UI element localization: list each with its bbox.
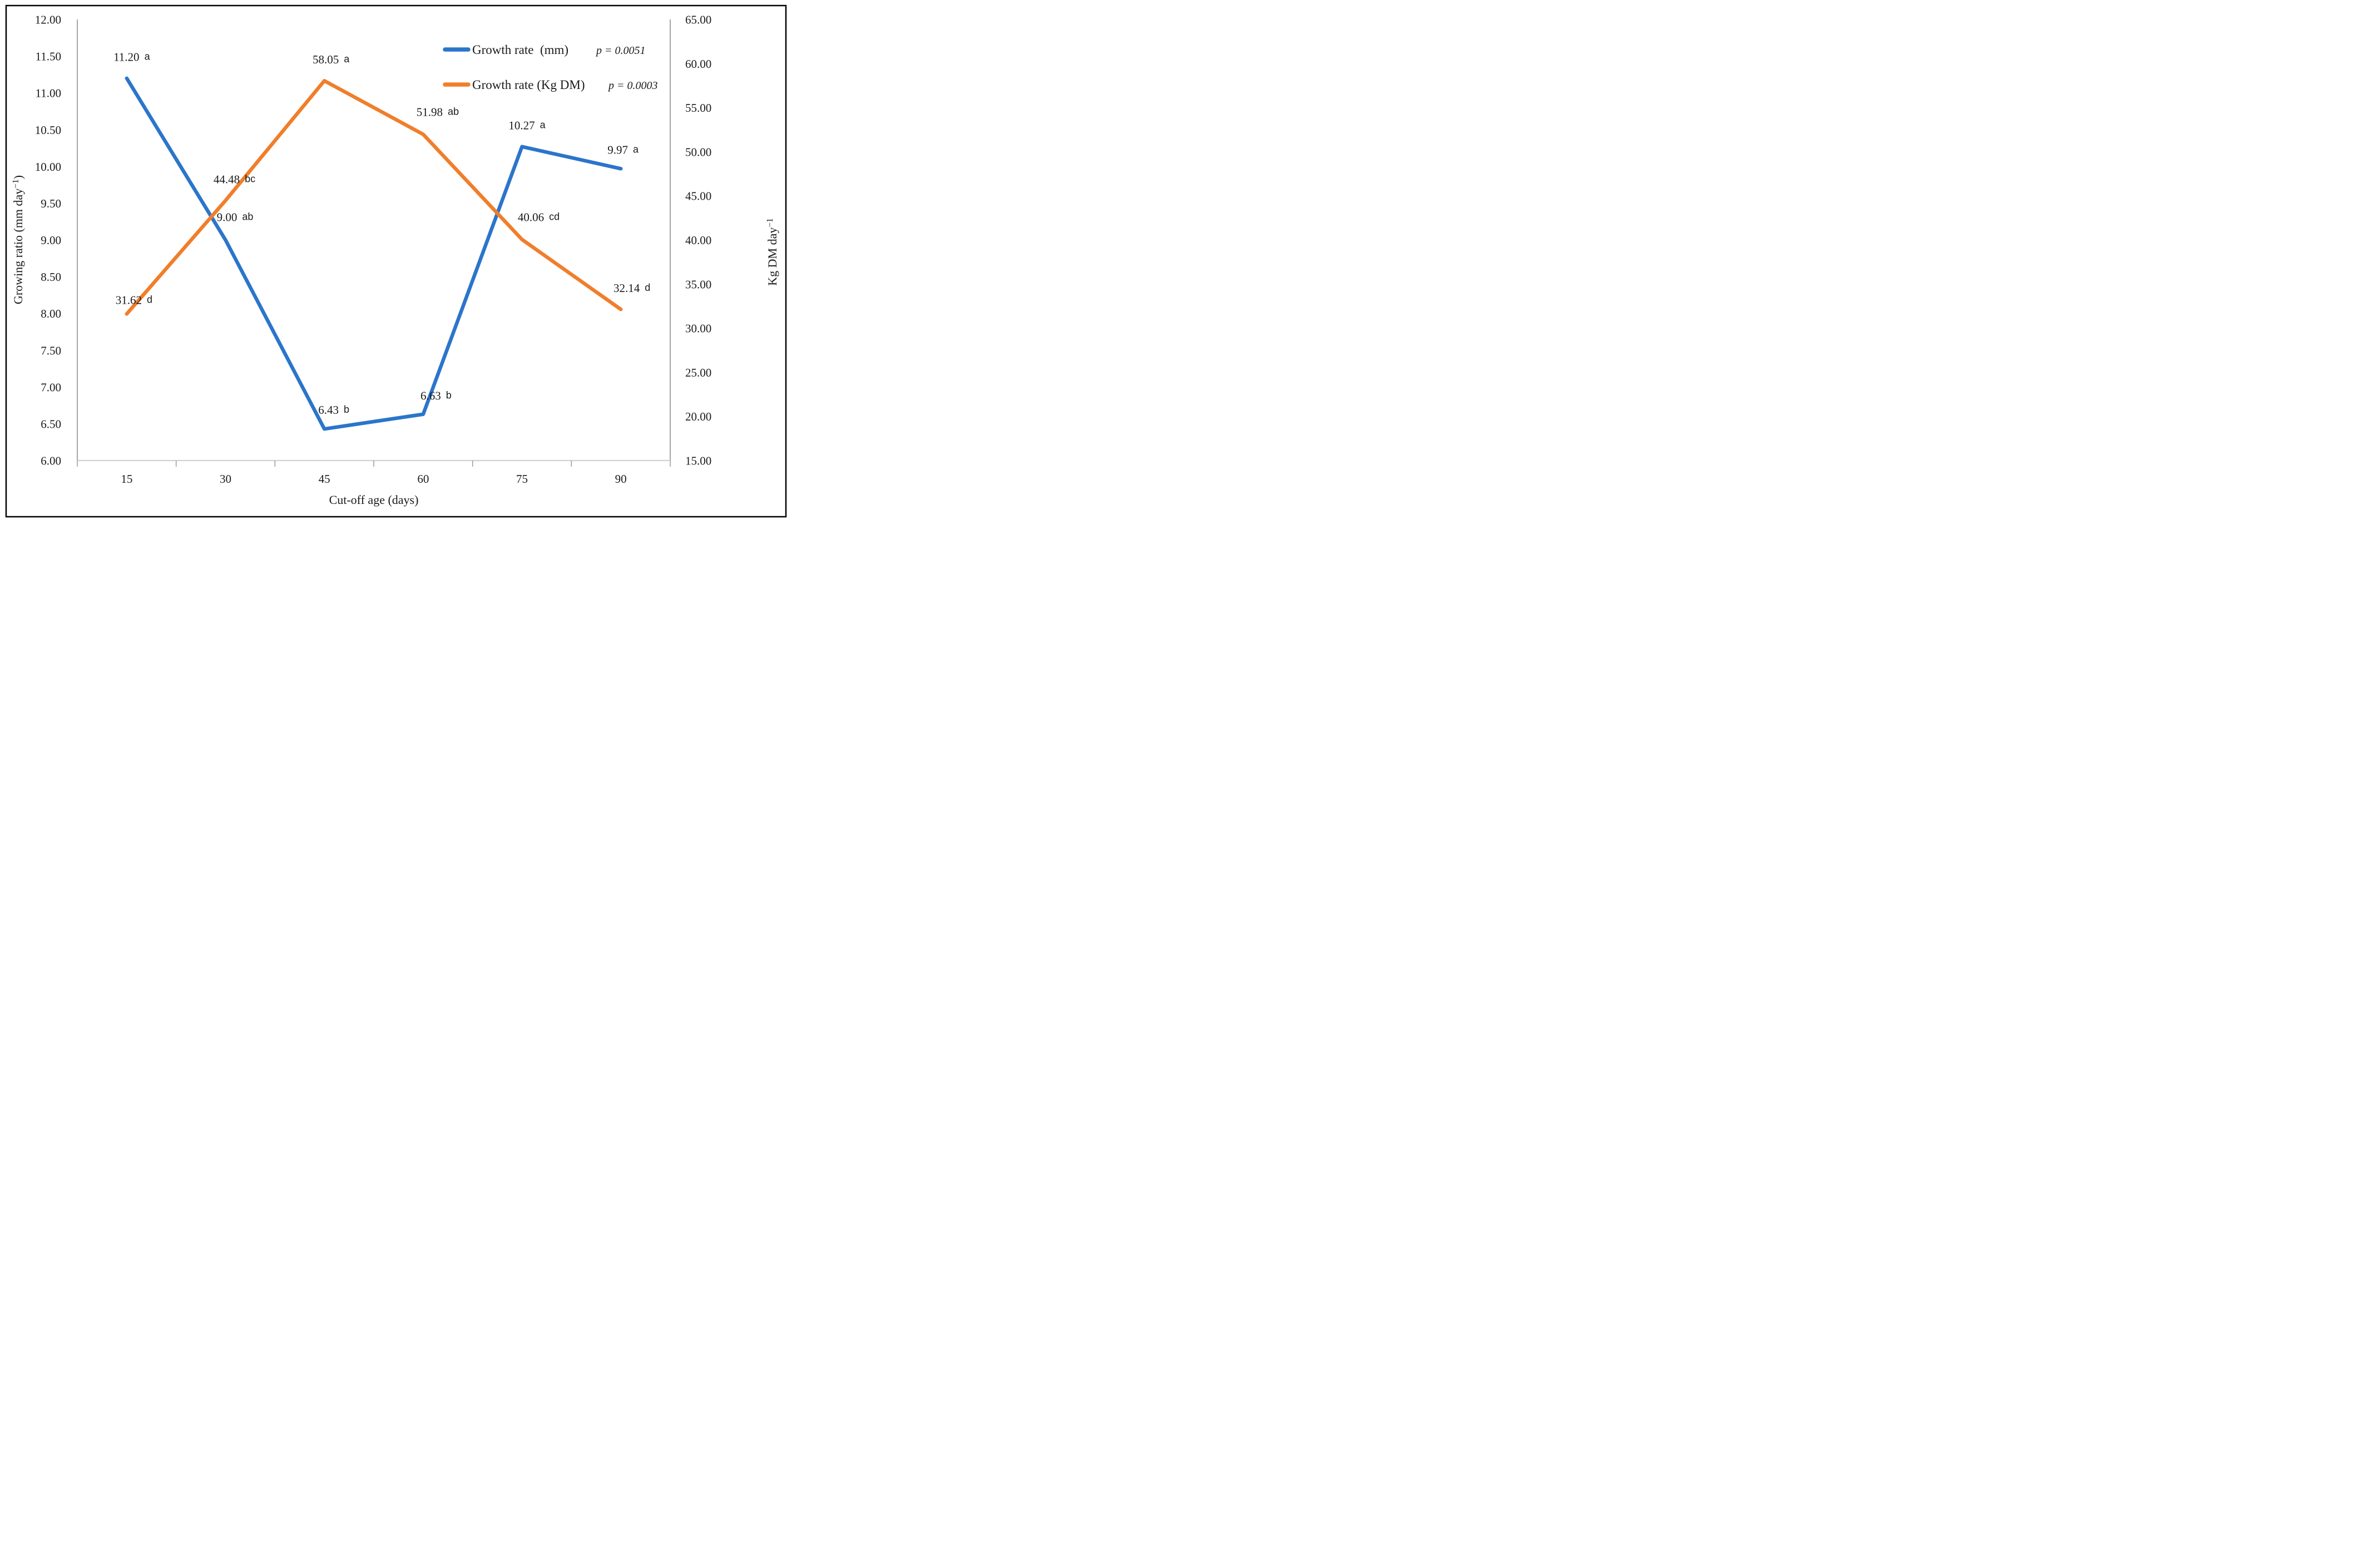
y-axis-tick-label-left: 10.00 — [35, 160, 61, 174]
y-axis-tick-label-left: 8.50 — [41, 270, 61, 284]
y-axis-tick-label-right: 35.00 — [685, 278, 711, 291]
y-axis-tick-label-left: 9.00 — [41, 234, 61, 247]
data-label: 9.00 ab — [217, 211, 254, 224]
y-axis-tick-label-left: 7.50 — [41, 344, 61, 357]
y-axis-tick-label-right: 65.00 — [685, 13, 711, 27]
y-axis-tick-label-left: 8.00 — [41, 307, 61, 320]
y-axis-tick-label-right: 50.00 — [685, 145, 711, 159]
data-label: 32.14 d — [613, 281, 650, 295]
data-label: 6.43 b — [318, 403, 349, 417]
y-axis-tick-label-right: 30.00 — [685, 322, 711, 335]
x-axis-tick-label: 30 — [220, 472, 231, 486]
y-axis-tick-label-right: 45.00 — [685, 190, 711, 203]
y-axis-tick-label-left: 6.50 — [41, 417, 61, 431]
data-label: 6.63 b — [420, 389, 452, 403]
y-axis-title-right: Kg DM day−1 — [765, 218, 779, 286]
y-axis-tick-label-right: 60.00 — [685, 57, 711, 71]
x-axis-tick-label: 90 — [615, 472, 627, 486]
axes-layer: 12.00 11.50 11.00 10.50 10.00 9.50 9.00 8.50 8.0… — [35, 13, 712, 486]
y-axis-title-left: Growing ratio (mm day−1) — [11, 175, 25, 304]
series-line-mm — [125, 76, 623, 431]
y-axis-tick-label-left: 12.00 — [35, 13, 61, 27]
y-axis-tick-label-left: 10.50 — [35, 123, 61, 137]
legend-p-value: p = 0.0003 — [607, 80, 658, 92]
y-axis-tick-label-right: 20.00 — [685, 410, 711, 423]
data-labels-layer: 11.20 a 9.00 ab 6.43 b 6.63 b 10.27 a 9.97 a 31.62 d 4… — [113, 51, 650, 417]
x-axis-tick-label: 15 — [121, 472, 132, 486]
x-axis-title: Cut-off age (days) — [329, 493, 419, 507]
x-axis-tick-label: 60 — [417, 472, 429, 486]
y-axis-tick-label-left: 6.00 — [41, 454, 61, 468]
data-label: 11.20 a — [113, 51, 150, 64]
legend-label: Growth rate (Kg DM) — [472, 78, 585, 92]
y-axis-tick-label-right: 15.00 — [685, 454, 711, 468]
series-layer — [125, 76, 623, 431]
figure: 12.00 11.50 11.00 10.50 10.00 9.50 9.00 8.50 8.0… — [0, 0, 792, 523]
y-axis-tick-label-right: 55.00 — [685, 101, 711, 115]
legend: Growth rate (mm) p = 0.0051 Growth rate (K… — [443, 43, 658, 92]
y-axis-tick-label-right: 40.00 — [685, 234, 711, 247]
y-axis-tick-label-left: 11.00 — [36, 87, 61, 100]
data-label: 44.48 bc — [214, 172, 255, 186]
legend-p-value: p = 0.0051 — [595, 44, 646, 57]
data-label: 9.97 a — [607, 143, 639, 156]
y-axis-tick-label-left: 11.50 — [36, 50, 61, 63]
y-axis-tick-label-right: 25.00 — [685, 366, 711, 379]
x-axis-tick-label: 75 — [516, 472, 528, 486]
y-axis-tick-label-left: 9.50 — [41, 197, 61, 210]
data-label: 51.98 ab — [417, 105, 459, 118]
growth-rate-chart: 12.00 11.50 11.00 10.50 10.00 9.50 9.00 8.50 8.0… — [5, 4, 787, 518]
data-label: 58.05 a — [313, 53, 350, 66]
y-axis-tick-label-left: 7.00 — [41, 380, 61, 394]
data-label: 31.62 d — [116, 293, 152, 306]
data-label: 40.06 cd — [518, 211, 560, 224]
data-label: 10.27 a — [508, 119, 546, 132]
legend-label: Growth rate (mm) — [472, 43, 568, 57]
figure-border — [5, 4, 787, 518]
series-line-kg-dm — [125, 78, 623, 316]
x-axis-tick-label: 45 — [319, 472, 330, 486]
